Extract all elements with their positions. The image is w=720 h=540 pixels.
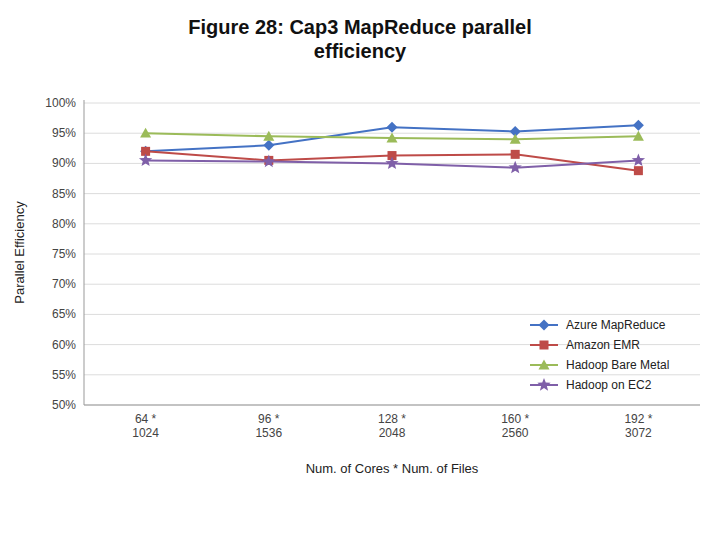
text-line: 128 * (378, 412, 406, 426)
grid-line (84, 223, 700, 224)
plot-data (139, 120, 645, 175)
grid-line (84, 314, 700, 315)
text-line: 64 * (135, 412, 157, 426)
point (511, 150, 520, 159)
grid-line (84, 405, 700, 406)
axes: 50% 55% 60% 65% 70% 75% 80% 85% 90% 95% 100% 64 *10… (45, 96, 700, 440)
series (140, 128, 644, 144)
x-tick-label: 128 *2048 (378, 412, 406, 440)
legend-label: Hadoop on EC2 (566, 378, 652, 392)
y-tick-label: 70% (52, 277, 76, 291)
legend-marker (539, 320, 550, 331)
series (141, 147, 643, 175)
title: Figure 28: Cap3 MapReduce paralleleffici… (188, 16, 531, 62)
series-line (146, 151, 639, 170)
legend-marker (537, 378, 550, 391)
y-tick-label: 55% (52, 368, 76, 382)
y-tick-label: 75% (52, 247, 76, 261)
y-tick-label: 85% (52, 187, 76, 201)
point (263, 140, 274, 151)
legend-label: Hadoop Bare Metal (566, 358, 669, 372)
point (387, 122, 398, 133)
x-tick-label: 160 *2560 (501, 412, 529, 440)
x-tick-label: 64 *1024 (132, 412, 159, 440)
y-tick-label: 65% (52, 307, 76, 321)
point (387, 133, 398, 143)
text-line: 1536 (255, 426, 282, 440)
x-tick-label: 192 *3072 (624, 412, 652, 440)
x-axis-label: Num. of Cores * Num. of Files (306, 461, 479, 476)
text-line: 160 * (501, 412, 529, 426)
text-line: 3072 (625, 426, 652, 440)
series (139, 153, 645, 173)
legend-label: Amazon EMR (566, 338, 640, 352)
grid-line (84, 374, 700, 375)
grid-line (84, 254, 700, 255)
text-line: 2560 (502, 426, 529, 440)
point (263, 131, 274, 141)
text-line: efficiency (314, 40, 407, 62)
y-tick-label: 60% (52, 338, 76, 352)
x-tick-label: 96 *1536 (255, 412, 282, 440)
y-tick-label: 90% (52, 156, 76, 170)
point (633, 120, 644, 131)
grid-line (84, 284, 700, 285)
legend-marker (540, 341, 549, 350)
grid (84, 103, 700, 405)
grid-line (84, 103, 700, 104)
y-axis-line (84, 100, 85, 405)
legend-label: Azure MapReduce (566, 318, 666, 332)
text-line: Figure 28: Cap3 MapReduce parallel (188, 16, 531, 38)
point (509, 161, 522, 174)
x-axis-line (84, 405, 700, 406)
point (632, 153, 645, 166)
y-tick-label: 100% (45, 96, 76, 110)
text-line: 96 * (258, 412, 280, 426)
y-tick-label: 80% (52, 217, 76, 231)
legend-marker (539, 360, 550, 370)
point (139, 153, 152, 166)
text-line: 1024 (132, 426, 159, 440)
chart: 50% 55% 60% 65% 70% 75% 80% 85% 90% 95% 100% 64 *10… (0, 0, 720, 540)
y-tick-label: 95% (52, 126, 76, 140)
point (633, 131, 644, 141)
point (510, 134, 521, 144)
point (262, 155, 275, 168)
text-line: 2048 (379, 426, 406, 440)
legend: Azure MapReduce Amazon EMR Hadoop Bare Met… (530, 318, 669, 392)
text-line: 192 * (624, 412, 652, 426)
point (634, 166, 643, 175)
grid-line (84, 193, 700, 194)
point (140, 128, 151, 138)
y-tick-label: 50% (52, 398, 76, 412)
point (385, 156, 398, 169)
y-axis-label: Parallel Efficiency (12, 201, 27, 304)
